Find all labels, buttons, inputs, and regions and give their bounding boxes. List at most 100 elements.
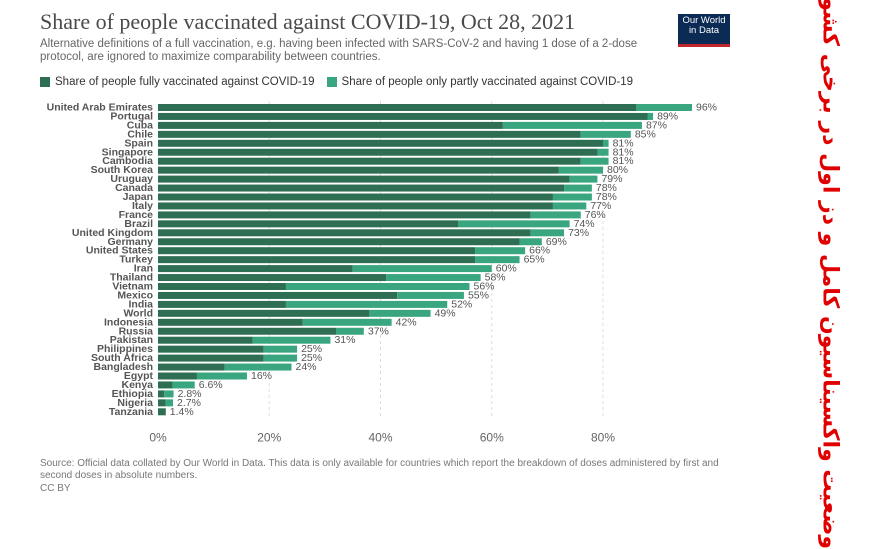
chart-card: Share of people vaccinated against COVID… [28, 0, 768, 507]
owid-logo[interactable]: Our World in Data [678, 14, 730, 47]
value-label: 79% [601, 173, 622, 185]
bar-full [158, 274, 387, 282]
country-label: India [128, 298, 153, 310]
value-label: 73% [568, 227, 589, 239]
bar-full [158, 336, 253, 344]
value-label: 52% [451, 298, 472, 310]
bar-partial [580, 157, 609, 165]
country-label: Tanzania [109, 406, 153, 418]
logo-line-1: Our World [682, 15, 726, 26]
x-tick-label: 20% [257, 430, 281, 444]
country-label: Kenya [121, 379, 153, 391]
bar-partial [580, 130, 631, 138]
logo-line-2: in Data [688, 25, 720, 36]
bar-full [158, 345, 264, 353]
country-label: United Kingdom [72, 227, 153, 239]
country-label: Iran [134, 263, 153, 275]
bar-full [158, 381, 173, 389]
value-label: 81% [613, 137, 634, 149]
page: Share of people vaccinated against COVID… [28, 0, 843, 549]
country-label: Brazil [124, 218, 153, 230]
bar-full [158, 247, 476, 255]
value-label: 24% [296, 361, 317, 373]
bar-partial [252, 336, 331, 344]
bar-full [158, 265, 353, 273]
country-label: South Korea [91, 164, 154, 176]
country-label: Turkey [119, 254, 153, 266]
country-label: Ethiopia [112, 388, 154, 400]
bar-partial [397, 291, 464, 299]
side-caption-text: وضعیت واکسیناسیون کامل و دز اول در برخی … [817, 0, 843, 549]
value-label: 85% [635, 128, 656, 140]
bar-full [158, 166, 559, 174]
bar-full [158, 300, 286, 308]
bar-partial [369, 309, 431, 317]
legend-item-partial[interactable]: Share of people only partly vaccinated a… [326, 76, 634, 88]
bar-partial [224, 363, 292, 371]
bar-full [158, 220, 459, 228]
country-label: Chile [127, 128, 153, 140]
bar-full [158, 157, 581, 165]
value-label: 87% [646, 119, 667, 131]
value-label: 60% [496, 263, 517, 275]
country-label: Russia [119, 325, 154, 337]
source-note: Source: Official data collated by Our Wo… [40, 458, 719, 481]
country-label: Vietnam [112, 281, 153, 293]
value-label: 55% [468, 289, 489, 301]
bar-full [158, 327, 336, 335]
legend-item-full[interactable]: Share of people fully vaccinated against… [40, 76, 315, 88]
bar-partial [552, 193, 592, 201]
bar-partial [564, 184, 592, 192]
bar-full [158, 112, 648, 120]
bar-partial [519, 238, 542, 246]
bar-full [158, 104, 637, 111]
bar-partial [603, 139, 609, 147]
country-label: Spain [124, 137, 153, 149]
bar-partial [569, 175, 598, 183]
country-label: Cambodia [102, 155, 153, 167]
bar-full [158, 291, 398, 299]
value-label: 81% [613, 146, 634, 158]
value-label: 96% [696, 102, 717, 114]
legend-label-full: Share of people fully vaccinated against… [55, 76, 315, 88]
value-label: 37% [368, 325, 389, 337]
bar-partial [164, 390, 174, 398]
value-label: 78% [596, 182, 617, 194]
chart-subtitle: Alternative definitions of a full vaccin… [40, 38, 638, 63]
value-label: 1.4% [170, 406, 194, 418]
value-label: 6.6% [199, 379, 223, 391]
x-tick-label: 80% [591, 430, 615, 444]
bar-partial [386, 274, 481, 282]
bar-full [158, 148, 598, 156]
bar-partial [552, 202, 587, 210]
bar-partial [502, 121, 642, 129]
country-label: Pakistan [110, 334, 153, 346]
bar-full [158, 193, 553, 201]
bar-partial [302, 318, 392, 326]
bar-partial [530, 229, 565, 237]
country-label: United States [86, 245, 153, 257]
value-label: 56% [474, 281, 495, 293]
x-tick-label: 60% [480, 430, 504, 444]
country-label: Thailand [110, 272, 153, 284]
legend: Share of people fully vaccinated against… [40, 76, 645, 88]
bar-partial [263, 345, 298, 353]
bar-full [158, 130, 581, 138]
bar-full [158, 139, 603, 147]
bar-chart-plot: United Arab Emirates 96% Portugal 89% Cuba 87… [47, 101, 717, 444]
value-label: 81% [613, 155, 634, 167]
country-label: Indonesia [104, 316, 153, 328]
bar-partial [196, 372, 247, 380]
country-label: Italy [132, 200, 153, 212]
bar-partial [475, 247, 526, 255]
bar-full [158, 390, 165, 398]
country-label: Germany [107, 236, 153, 248]
bar-full [158, 184, 565, 192]
bar-full [158, 408, 166, 416]
license-link[interactable]: CC BY [40, 483, 71, 494]
value-label: 65% [524, 254, 545, 266]
bar-partial [475, 256, 520, 264]
country-label: World [123, 307, 153, 319]
legend-label-partial: Share of people only partly vaccinated a… [341, 76, 634, 88]
value-label: 31% [334, 334, 355, 346]
